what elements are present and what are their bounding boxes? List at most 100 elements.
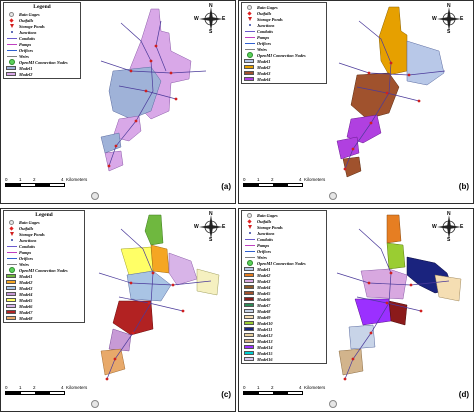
outfall-icon: [6, 17, 17, 23]
legend-row-model: Model1: [244, 266, 324, 272]
scale-2: 2: [271, 177, 274, 182]
scale-unit: Kilometers: [66, 385, 88, 390]
compass-s: S: [447, 29, 451, 35]
model-label: Model11: [257, 326, 273, 332]
conduit-icon: [244, 29, 255, 34]
rain-gage-icon: [329, 192, 337, 200]
model-swatch: [244, 285, 254, 289]
model-swatch: [244, 357, 254, 361]
model-label: Model1: [19, 273, 33, 279]
weir-icon: [244, 47, 255, 52]
legend-row-storage-pond: Storage Ponds: [244, 224, 324, 230]
panel-tag-c: (c): [221, 390, 231, 399]
legend-row-weir: Weirs: [6, 53, 78, 59]
model-swatch: [244, 291, 254, 295]
legend-row-model: Model7: [6, 309, 82, 315]
legend-row-model: Model8: [244, 308, 324, 314]
legend-row-model: Model3: [6, 285, 82, 291]
model-swatch: [244, 327, 254, 331]
scale-1: 1: [19, 177, 22, 182]
legend-label: Pumps: [257, 34, 270, 40]
legend-row-pump: Pumps: [244, 242, 324, 248]
map-panel-a: Legend Rain Gages Outfalls Storage Ponds Ju…: [0, 0, 236, 204]
legend-row-junction: Junctions: [6, 237, 82, 243]
map-area-b: [336, 6, 446, 178]
legend-row-pump: Pumps: [6, 41, 78, 47]
weir-icon: [6, 54, 17, 59]
legend-row-rain-gage: Rain Gages: [244, 212, 324, 218]
scale-bar-a: 0 1 2 4 Kilometers: [5, 177, 87, 187]
legend-row-conduit: Conduits: [244, 236, 324, 242]
conduit-icon: [6, 36, 17, 41]
legend-label: OpenMI Connection Nodes: [257, 260, 306, 266]
legend-row-model: Model6: [244, 296, 324, 302]
compass-s: S: [209, 29, 213, 35]
model-swatch: [244, 77, 254, 81]
model-label: Model3: [257, 70, 271, 76]
panel-tag-a: (a): [221, 182, 231, 191]
model-swatch: [244, 333, 254, 337]
scale-4: 4: [299, 177, 302, 182]
legend-label: Outfalls: [19, 17, 34, 23]
legend-row-model: Model14: [244, 344, 324, 350]
model-swatch: [244, 309, 254, 313]
map-area-c: [98, 214, 220, 381]
orifice-icon: [6, 256, 17, 261]
legend-row-rain-gage: Rain Gages: [6, 219, 82, 225]
model-swatch: [244, 315, 254, 319]
storage-pond-icon: [244, 225, 255, 230]
model-label: Model1: [257, 58, 271, 64]
model-swatch: [244, 339, 254, 343]
pump-icon: [6, 42, 17, 47]
legend-row-model: Model6: [6, 303, 82, 309]
scale-2: 2: [33, 177, 36, 182]
model-label: Model12: [257, 332, 273, 338]
model-swatch: [244, 297, 254, 301]
outfall-icon: [244, 218, 255, 224]
compass-rose-icon: [437, 215, 461, 239]
map-panel-c: Legend Rain Gages Outfalls Storage Ponds Ju…: [0, 208, 236, 412]
legend-row-rain-gage: Rain Gages: [244, 4, 324, 10]
compass-e: E: [222, 224, 226, 230]
legend-row-model: Model4: [244, 284, 324, 290]
model-label: Model4: [257, 76, 271, 82]
legend-label: Junctions: [257, 22, 275, 28]
legend-row-model: Model3: [244, 70, 324, 76]
legend-row-outfall: Outfalls: [6, 225, 82, 231]
model-label: Model2: [257, 64, 271, 70]
legend-row-orifice: Orifices: [6, 255, 82, 261]
legend-row-model: Model1: [244, 58, 324, 64]
legend-label: Weirs: [19, 53, 29, 59]
compass-n: N: [447, 211, 451, 217]
legend-row-model: Model2: [244, 64, 324, 70]
compass-e: E: [222, 16, 226, 22]
model-label: Model16: [257, 356, 273, 362]
legend-row-connection-node: OpenMI Connection Nodes: [6, 59, 78, 65]
north-arrow-compass-icon: N S E W: [194, 3, 226, 35]
compass-s: S: [447, 237, 451, 243]
model-label: Model2: [19, 71, 33, 77]
model-swatch: [6, 304, 16, 308]
compass-n: N: [209, 211, 213, 217]
map-area-d: [336, 214, 462, 381]
model-swatch: [6, 274, 16, 278]
model-label: Model10: [257, 320, 273, 326]
legend-row-junction: Junctions: [6, 29, 78, 35]
orifice-icon: [6, 48, 17, 53]
legend-label: Conduits: [19, 243, 36, 249]
scale-unit: Kilometers: [66, 177, 88, 182]
legend-row-orifice: Orifices: [244, 40, 324, 46]
compass-w: W: [432, 224, 437, 230]
north-arrow-compass-icon: N S E W: [432, 3, 463, 35]
legend-row-model: Model4: [6, 291, 82, 297]
model-label: Model8: [19, 315, 33, 321]
legend-d: Rain Gages Outfalls Storage Ponds Junctions…: [241, 210, 327, 364]
rain-gage-icon: [6, 219, 17, 225]
legend-models-a: Model1 Model2: [6, 65, 78, 77]
model-swatch: [6, 292, 16, 296]
legend-label: Orifices: [19, 255, 34, 261]
legend-label: Pumps: [19, 249, 32, 255]
panel-tag-d: (d): [458, 390, 469, 399]
storage-pond-markers-b: [343, 61, 421, 171]
north-arrow-compass-icon: N S E W: [432, 211, 463, 243]
